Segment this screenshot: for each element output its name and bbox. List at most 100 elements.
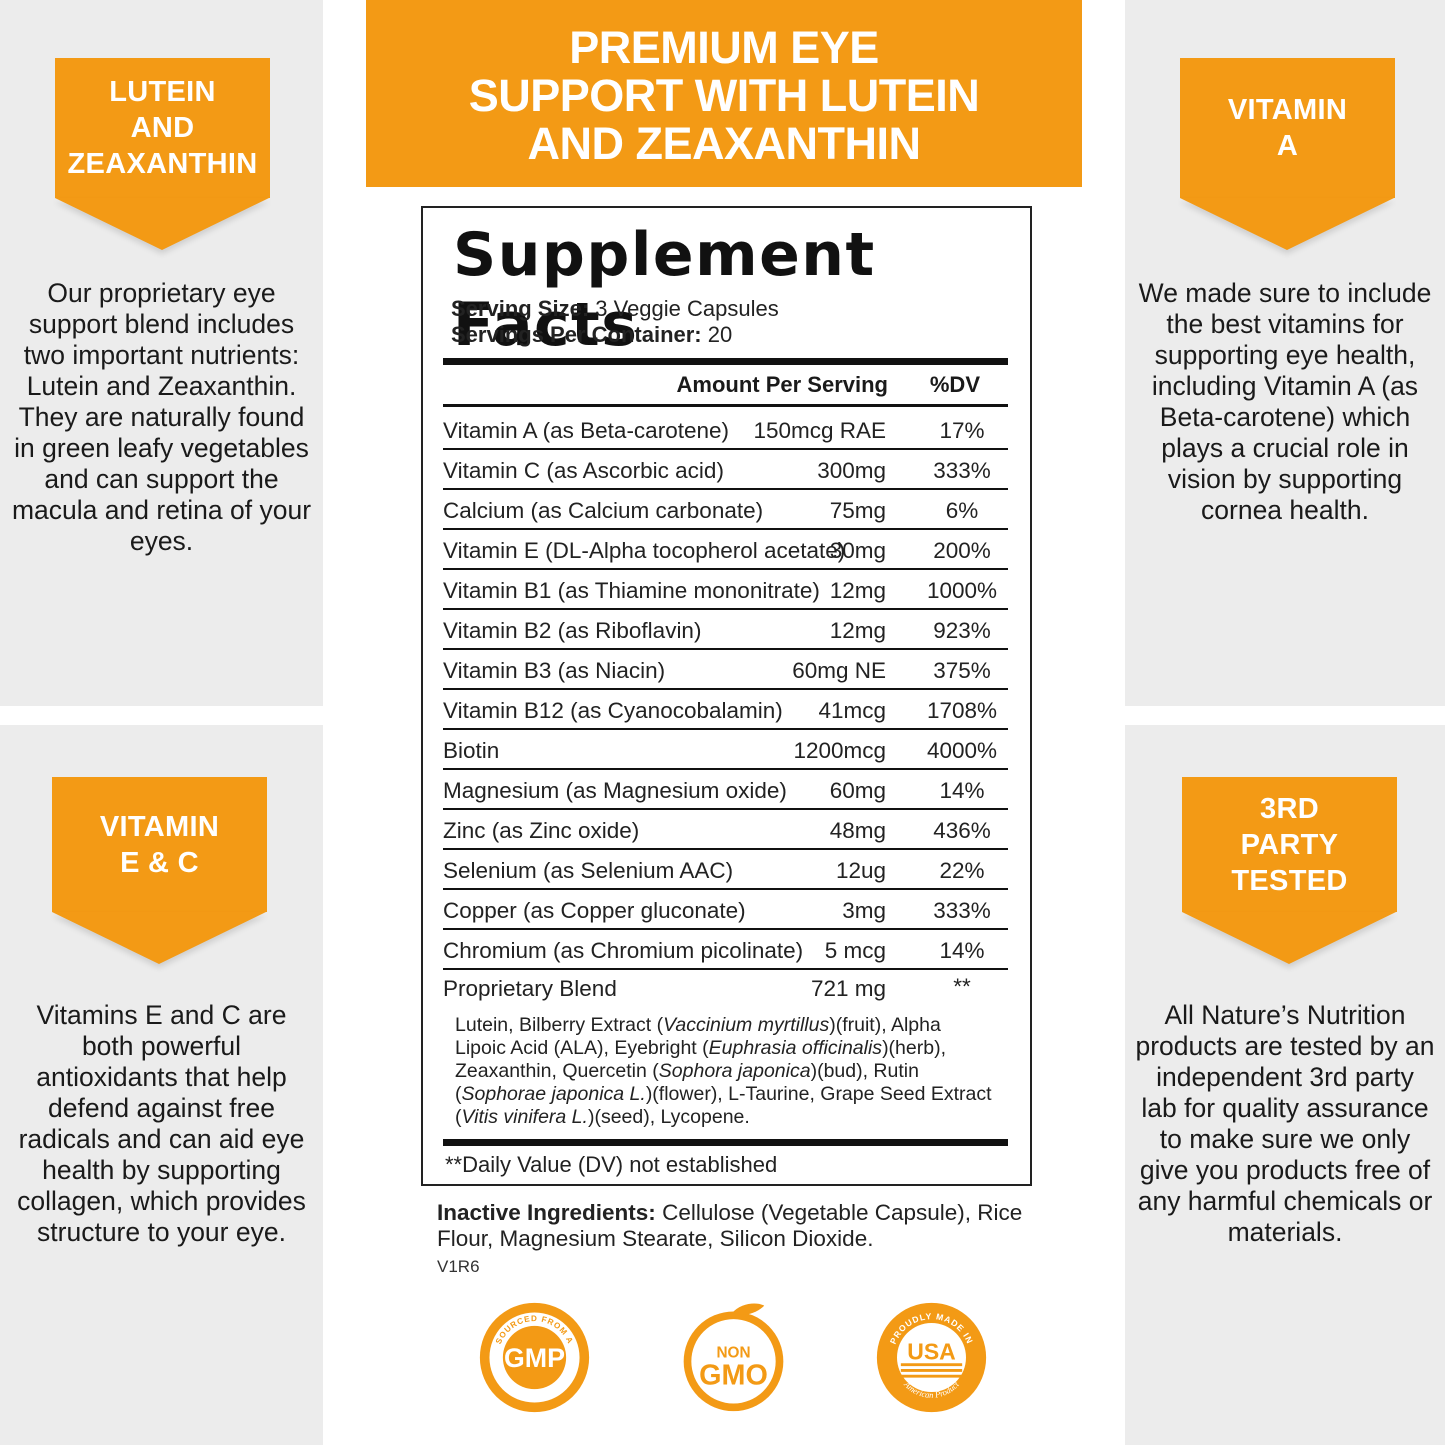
inactive-text: Cellulose (Vegetable Capsule), Rice Flou… xyxy=(437,1200,1023,1251)
vitamin-a-panel: VITAMIN A We made sure to include the be… xyxy=(1125,0,1445,706)
table-row: Vitamin B2 (as Riboflavin) 12mg 923% xyxy=(443,610,1008,650)
blend-text: Lutein, Bilberry Extract ( xyxy=(455,1014,664,1036)
title-line: PREMIUM EYE xyxy=(569,22,879,73)
badge-line: PARTY xyxy=(1240,828,1339,861)
table-row: Biotin 1200mcg 4000% xyxy=(443,730,1008,770)
table-row: Magnesium (as Magnesium oxide) 60mg 14% xyxy=(443,770,1008,810)
badge-line: E & C xyxy=(120,846,199,879)
title-line: SUPPORT WITH LUTEIN xyxy=(468,70,980,121)
servings-per-value: 20 xyxy=(701,322,733,347)
dv-column-label: %DV xyxy=(929,372,980,397)
badge-line: LUTEIN xyxy=(109,76,216,108)
latin-name: Sophorae japonica L. xyxy=(461,1083,646,1105)
nutrient-dv: 1000% xyxy=(926,578,998,603)
table-row: Vitamin B1 (as Thiamine mononitrate) 12mg… xyxy=(443,570,1008,610)
vitamin-ec-badge: VITAMIN E & C xyxy=(52,777,267,964)
gmp-seal-icon: SOURCED FROM A GMP CERTIFIED FACILITY GM… xyxy=(479,1302,590,1413)
seal-text: GMP xyxy=(504,1343,565,1373)
nutrient-dv: 14% xyxy=(939,938,985,963)
nutrient-name: Magnesium (as Magnesium oxide) xyxy=(443,778,787,803)
badge-line: VITAMIN xyxy=(1227,94,1348,126)
vitamin-a-badge: VITAMIN A xyxy=(1180,58,1395,250)
table-row: Vitamin C (as Ascorbic acid) 300mg 333% xyxy=(443,450,1008,490)
nutrient-amount: 48mg xyxy=(829,818,886,843)
vitamin-a-description: We made sure to include the best vitamin… xyxy=(1138,278,1432,525)
nutrient-amount: 30mg xyxy=(829,538,886,563)
servings-per-label: Servings Per Container: xyxy=(451,322,702,347)
badge-arrow-icon xyxy=(52,912,266,964)
seal-text: GMO xyxy=(699,1359,768,1391)
servings-per-container: Servings Per Container: 20 xyxy=(451,322,732,348)
nutrient-dv: 436% xyxy=(933,818,991,843)
supplement-facts-panel: Supplement Facts Serving Size: 3 Veggie … xyxy=(421,206,1032,1186)
nutrient-dv: 17% xyxy=(939,418,985,443)
dv-footnote: **Daily Value (DV) not established xyxy=(445,1152,778,1177)
table-row: Vitamin E (DL-Alpha tocopherol acetate) 3… xyxy=(443,530,1008,570)
vitamin-ec-panel: VITAMIN E & C Vitamins E and C are both … xyxy=(0,725,323,1445)
non-gmo-seal-icon: NON GMO xyxy=(683,1303,784,1412)
badge-line: VITAMIN xyxy=(99,810,220,843)
nutrient-dv: 6% xyxy=(945,498,979,523)
tested-badge: 3RD PARTY TESTED xyxy=(1182,777,1397,964)
nutrient-amount: 300mg xyxy=(817,458,886,483)
nutrient-dv: 333% xyxy=(933,458,991,483)
title-line: AND ZEAXANTHIN xyxy=(527,118,922,169)
badge-arrow-icon xyxy=(55,198,269,250)
nutrient-amount: 75mg xyxy=(829,498,886,523)
nutrient-name: Vitamin B3 (as Niacin) xyxy=(443,658,666,683)
table-row: Vitamin B12 (as Cyanocobalamin) 41mcg 1708… xyxy=(443,690,1008,730)
badge-line: ZEAXANTHIN xyxy=(67,148,258,180)
table-row: Vitamin B3 (as Niacin) 60mg NE 375% xyxy=(443,650,1008,690)
latin-name: Vaccinium myrtillus xyxy=(663,1014,830,1036)
lutein-badge: LUTEIN AND ZEAXANTHIN xyxy=(55,58,270,250)
nutrient-name: Calcium (as Calcium carbonate) xyxy=(443,498,764,523)
blend-text: )(fruit), Alpha Lipoic Acid (ALA), Eyebr… xyxy=(455,1014,941,1059)
serving-size-label: Serving Size: xyxy=(451,296,590,321)
tested-panel: 3RD PARTY TESTED All Nature’s Nutrition … xyxy=(1125,725,1445,1445)
nutrient-amount: 721 mg xyxy=(810,976,886,1001)
tested-description: All Nature’s Nutrition products are test… xyxy=(1135,1000,1435,1247)
nutrient-name: Zinc (as Zinc oxide) xyxy=(443,818,640,843)
nutrient-amount: 12ug xyxy=(835,858,886,883)
blend-text: )(herb), Zeaxanthin, Quercetin ( xyxy=(455,1037,946,1082)
divider xyxy=(443,1139,1008,1146)
nutrient-name: Chromium (as Chromium picolinate) xyxy=(443,938,804,963)
nutrient-amount: 41mcg xyxy=(818,698,886,723)
nutrient-dv: 200% xyxy=(933,538,991,563)
nutrient-name: Vitamin B1 (as Thiamine mononitrate) xyxy=(443,578,820,603)
blend-text: )(flower), L-Taurine, Grape Seed Extract… xyxy=(455,1083,992,1128)
badge-line: TESTED xyxy=(1231,864,1348,897)
lutein-panel: LUTEIN AND ZEAXANTHIN Our proprietary ey… xyxy=(0,0,323,706)
table-row: Vitamin A (as Beta-carotene) 150mcg RAE 17… xyxy=(443,410,1008,450)
latin-name: Vitis vinifera L. xyxy=(461,1106,588,1128)
nutrient-dv: 22% xyxy=(939,858,985,883)
nutrient-amount: 60mg NE xyxy=(792,658,886,683)
inactive-label: Inactive Ingredients: xyxy=(437,1200,656,1225)
nutrient-name: Vitamin B12 (as Cyanocobalamin) xyxy=(443,698,783,723)
nutrient-name: Biotin xyxy=(443,738,500,763)
blend-text: )(bud), Rutin ( xyxy=(455,1060,919,1105)
nutrient-amount: 3mg xyxy=(842,898,886,923)
badge-arrow-icon xyxy=(1182,912,1396,964)
facts-heading: Supplement Facts xyxy=(453,220,876,360)
inactive-ingredients: Inactive Ingredients: Cellulose (Vegetab… xyxy=(437,1200,1027,1252)
nutrient-name: Vitamin E (DL-Alpha tocopherol acetate) xyxy=(443,538,846,563)
badge-line: A xyxy=(1276,130,1299,162)
nutrient-name: Proprietary Blend xyxy=(443,976,617,1001)
serving-size-value: 3 Veggie Capsules xyxy=(589,296,779,321)
nutrient-name: Selenium (as Selenium AAC) xyxy=(443,858,734,883)
badge-line: AND xyxy=(130,112,195,144)
nutrient-table: Vitamin A (as Beta-carotene) 150mcg RAE 17… xyxy=(443,410,1008,970)
nutrient-name: Vitamin A (as Beta-carotene) xyxy=(443,418,729,443)
table-row: Zinc (as Zinc oxide) 48mg 436% xyxy=(443,810,1008,850)
table-row: Calcium (as Calcium carbonate) 75mg 6% xyxy=(443,490,1008,530)
seal-text: NON xyxy=(716,1345,750,1362)
version-code: V1R6 xyxy=(437,1257,480,1276)
nutrient-dv: 375% xyxy=(933,658,991,683)
amount-column-label: Amount Per Serving xyxy=(676,372,888,397)
blend-ingredients: Lutein, Bilberry Extract (Vaccinium myrt… xyxy=(455,1014,995,1129)
latin-name: Euphrasia officinalis xyxy=(708,1037,883,1059)
seal-text: USA xyxy=(907,1338,956,1364)
divider xyxy=(443,404,1008,407)
nutrient-dv: 4000% xyxy=(926,738,998,763)
